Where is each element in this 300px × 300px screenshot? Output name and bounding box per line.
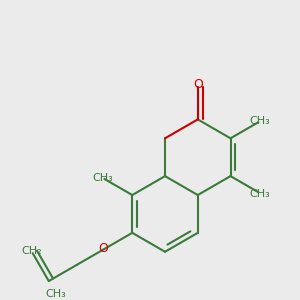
Text: CH₃: CH₃ xyxy=(46,289,67,299)
Text: O: O xyxy=(193,78,203,91)
Text: CH₃: CH₃ xyxy=(250,189,270,199)
Text: O: O xyxy=(98,242,108,255)
Text: CH₂: CH₂ xyxy=(21,246,41,256)
Text: CH₃: CH₃ xyxy=(92,173,113,183)
Text: CH₃: CH₃ xyxy=(250,116,270,126)
